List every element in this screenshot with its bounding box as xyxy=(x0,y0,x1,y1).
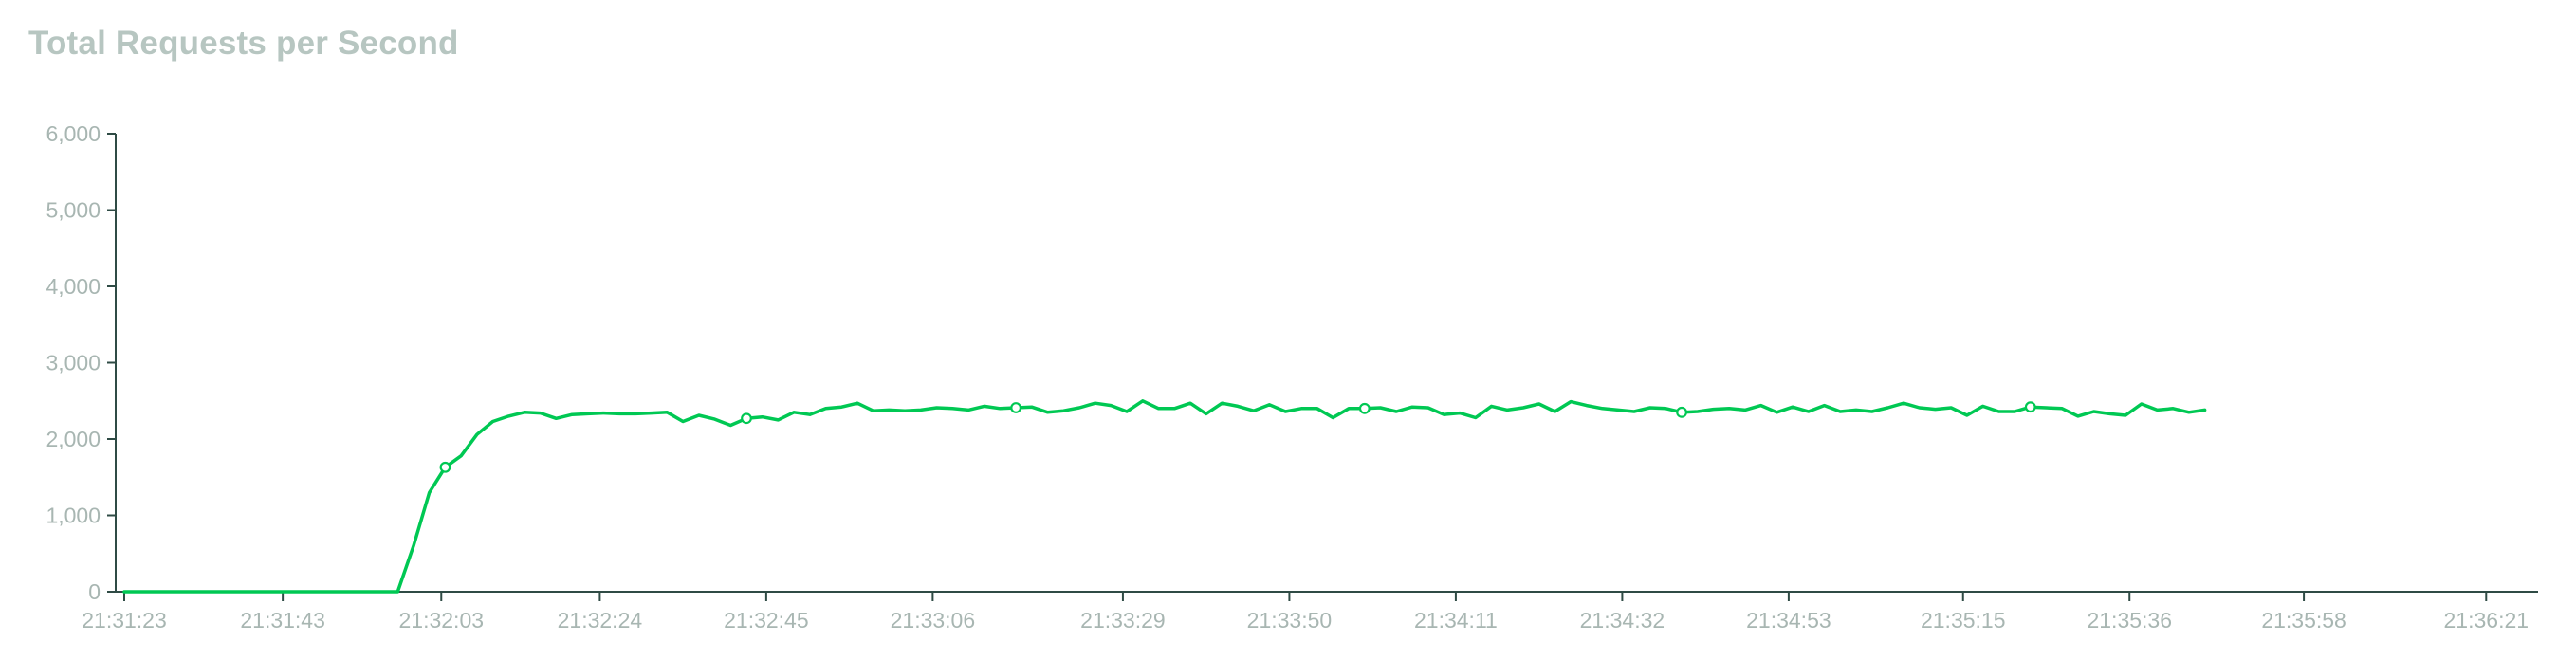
x-tick-label: 21:31:43 xyxy=(240,608,325,632)
y-tick-label: 0 xyxy=(88,579,101,604)
x-tick-label: 21:32:03 xyxy=(399,608,485,632)
y-tick-label: 2,000 xyxy=(46,427,101,451)
x-tick-label: 21:36:21 xyxy=(2444,608,2530,632)
series-line xyxy=(122,399,2207,594)
x-tick-label: 21:35:15 xyxy=(1921,608,2006,632)
series-point xyxy=(439,461,451,473)
x-axis: 21:31:23 21:31:43 21:32:03 21:32:24 21:32:45… xyxy=(82,591,2538,632)
y-tick-label: 6,000 xyxy=(46,121,101,146)
y-axis: 0 1,000 2,000 3,000 4,000 5,000 6,000 xyxy=(46,121,117,604)
series-group xyxy=(122,399,2207,594)
x-tick-label: 21:33:50 xyxy=(1247,608,1333,632)
y-tick-label: 5,000 xyxy=(46,198,101,223)
x-tick-label: 21:34:53 xyxy=(1746,608,1831,632)
x-tick-label: 21:33:06 xyxy=(891,608,976,632)
x-tick-label: 21:34:32 xyxy=(1580,608,1665,632)
y-tick-label: 3,000 xyxy=(46,351,101,376)
chart-title: Total Requests per Second xyxy=(28,25,459,62)
x-tick-label: 21:35:36 xyxy=(2087,608,2172,632)
x-tick-label: 21:32:24 xyxy=(558,608,643,632)
series-point xyxy=(741,412,752,425)
x-tick-label: 21:32:45 xyxy=(724,608,809,632)
x-tick-label: 21:35:58 xyxy=(2261,608,2346,632)
y-tick-label: 1,000 xyxy=(46,504,101,528)
series-point xyxy=(2024,401,2036,413)
x-tick-label: 21:34:11 xyxy=(1414,608,1498,632)
x-tick-label: 21:31:23 xyxy=(82,608,167,632)
x-tick-label: 21:33:29 xyxy=(1080,608,1166,632)
y-tick-label: 4,000 xyxy=(46,274,101,299)
series-point xyxy=(1676,406,1687,418)
series-point xyxy=(1010,402,1022,413)
series-point xyxy=(1358,402,1371,414)
